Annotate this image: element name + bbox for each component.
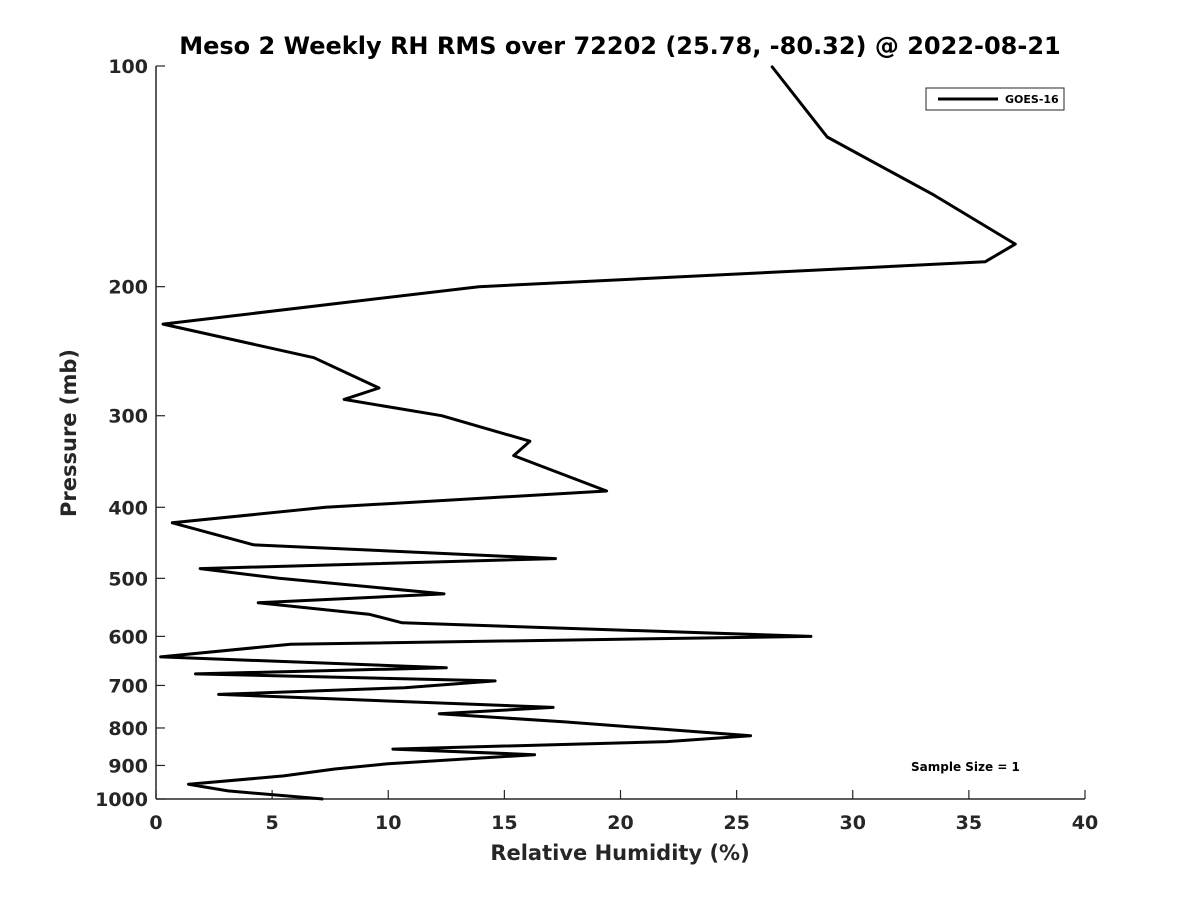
data-point <box>552 706 554 708</box>
data-point <box>369 613 371 615</box>
y-tick-label: 100 <box>108 56 148 78</box>
data-point <box>160 656 162 658</box>
data-point <box>387 763 389 765</box>
x-tick-label: 35 <box>956 812 982 834</box>
data-point <box>253 544 254 546</box>
data-point <box>529 440 531 442</box>
legend: GOES-16 <box>925 87 1065 111</box>
y-tick-label: 600 <box>108 626 148 648</box>
data-point <box>325 506 326 508</box>
data-point <box>513 455 515 457</box>
data-point <box>555 558 556 560</box>
data-point <box>199 568 201 570</box>
data-point <box>494 680 496 682</box>
y-tick-label: 900 <box>108 755 148 777</box>
data-point <box>257 602 259 604</box>
data-point <box>445 667 447 669</box>
y-axis-label: Pressure (mb) <box>57 349 81 517</box>
sample-size-annotation: Sample Size = 1 <box>911 760 1020 774</box>
data-point <box>933 194 935 196</box>
y-tick-label: 300 <box>108 406 148 428</box>
y-axis-ticks: 100 200 300 400 500 600 700 800 900 1000 <box>95 56 165 811</box>
x-tick-label: 0 <box>149 812 162 834</box>
chart-title: Meso 2 Weekly RH RMS over 72202 (25.78, … <box>179 32 1061 60</box>
x-tick-label: 25 <box>723 812 749 834</box>
data-point <box>534 754 536 756</box>
y-tick-label: 800 <box>108 718 148 740</box>
x-axis-label: Relative Humidity (%) <box>490 841 749 865</box>
data-point <box>1014 243 1016 245</box>
x-tick-label: 30 <box>840 812 866 834</box>
data-point <box>188 783 189 785</box>
data-point <box>401 622 403 624</box>
data-point <box>334 768 336 770</box>
data-point <box>826 136 828 138</box>
y-tick-label: 1000 <box>95 789 148 811</box>
data-point <box>984 261 986 263</box>
data-point <box>404 687 405 689</box>
data-point <box>606 490 608 492</box>
data-point <box>750 735 752 737</box>
data-point <box>278 577 280 579</box>
y-tick-label: 200 <box>108 277 148 299</box>
data-point <box>290 643 292 645</box>
data-point <box>195 673 196 675</box>
data-point <box>666 741 668 743</box>
data-point <box>438 713 440 715</box>
data-point <box>218 693 220 695</box>
data-point <box>313 357 315 359</box>
data-point <box>564 721 566 723</box>
data-point <box>283 775 285 777</box>
data-point <box>378 387 380 389</box>
data-point <box>443 593 445 595</box>
data-point <box>162 323 164 325</box>
x-tick-label: 10 <box>375 812 401 834</box>
data-point <box>227 790 229 792</box>
series-layer <box>159 65 1017 801</box>
x-tick-label: 40 <box>1072 812 1098 834</box>
legend-entry-goes-16: GOES-16 <box>1005 93 1059 106</box>
data-point <box>322 798 324 800</box>
data-point <box>171 522 173 524</box>
data-point <box>478 286 480 288</box>
data-point <box>810 635 812 637</box>
x-axis-ticks: 0 5 10 15 20 25 30 35 40 <box>149 790 1098 834</box>
x-tick-label: 20 <box>607 812 633 834</box>
y-tick-label: 400 <box>108 497 148 519</box>
y-tick-label: 500 <box>108 568 148 590</box>
x-tick-label: 15 <box>491 812 517 834</box>
data-point <box>392 748 394 750</box>
data-point <box>343 398 345 400</box>
x-tick-label: 5 <box>266 812 279 834</box>
data-point <box>441 415 443 417</box>
y-tick-label: 700 <box>108 675 148 697</box>
data-point <box>771 65 772 67</box>
